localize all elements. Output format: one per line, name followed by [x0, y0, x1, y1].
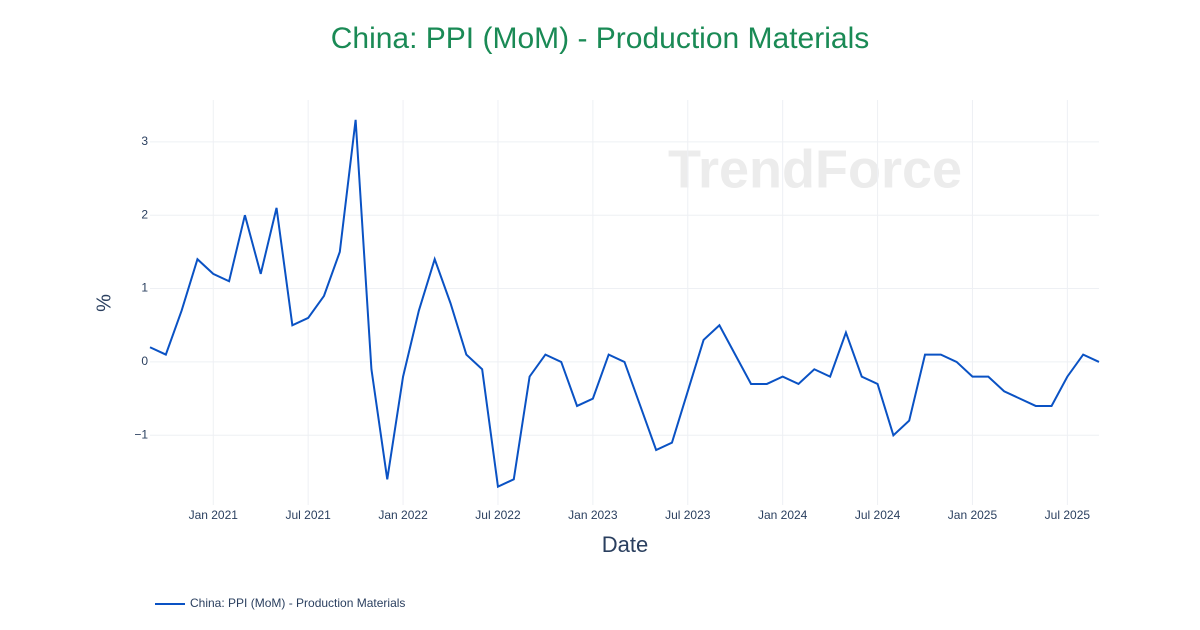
line — [149, 119, 1100, 489]
watermark: TrendForce — [668, 139, 962, 199]
y-tick-label: 1 — [141, 281, 148, 295]
legend-label: China: PPI (MoM) - Production Materials — [190, 596, 405, 610]
x-tick-label: Jul 2025 — [1045, 508, 1091, 522]
x-tick-label: Jan 2021 — [189, 508, 239, 522]
chart-title: China: PPI (MoM) - Production Materials — [331, 22, 870, 55]
x-tick-label: Jan 2024 — [758, 508, 808, 522]
y-tick-label: 3 — [141, 134, 148, 148]
x-tick-label: Jan 2022 — [378, 508, 428, 522]
x-tick-label: Jul 2023 — [665, 508, 711, 522]
y-tick-label: 2 — [141, 207, 148, 221]
x-tick-label: Jan 2023 — [568, 508, 618, 522]
y-axis-title: % — [93, 294, 115, 312]
x-tick-label: Jul 2021 — [285, 508, 331, 522]
x-tick-label: Jan 2025 — [948, 508, 998, 522]
y-tick-label: 0 — [141, 354, 148, 368]
y-tick-label: −1 — [134, 427, 148, 441]
x-tick-label: Jul 2022 — [475, 508, 521, 522]
x-axis-title: Date — [602, 532, 648, 557]
x-tick-label: Jul 2024 — [855, 508, 901, 522]
